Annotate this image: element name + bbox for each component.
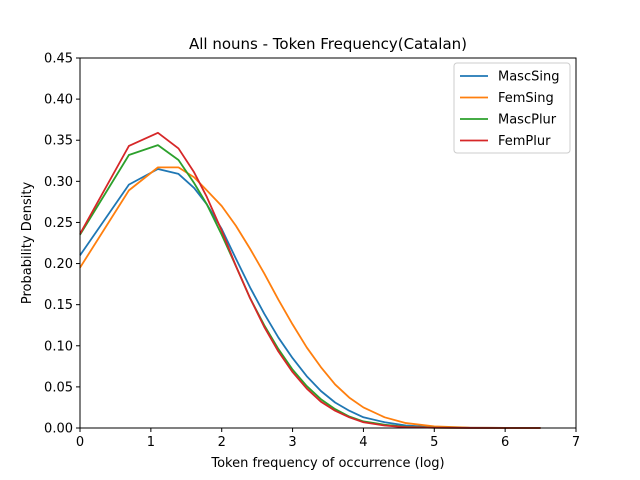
legend-label-mascplur: MascPlur <box>498 113 557 128</box>
y-tick-label: 0.00 <box>44 422 73 437</box>
x-axis-label: Token frequency of occurrence (log) <box>210 456 444 471</box>
x-tick-label: 7 <box>572 435 580 450</box>
legend-label-mascsing: MascSing <box>498 70 559 85</box>
y-tick-label: 0.10 <box>44 339 73 354</box>
series-line-mascsing <box>79 168 541 429</box>
x-tick-label: 6 <box>501 435 509 450</box>
x-tick-label: 5 <box>430 435 438 450</box>
plot-frame <box>79 57 577 429</box>
x-tick-label: 3 <box>288 435 296 450</box>
y-tick-label: 0.35 <box>44 134 73 149</box>
chart-title: All nouns - Token Frequency(Catalan) <box>189 35 467 53</box>
x-tick-label: 0 <box>76 435 84 450</box>
x-tick-label: 4 <box>359 435 367 450</box>
y-axis: 0.00 0.05 0.10 0.15 0.20 0.25 0.30 0.35 0.40 0.45 <box>44 52 80 437</box>
y-tick-label: 0.05 <box>44 380 73 395</box>
x-axis: 0 1 2 3 4 5 6 7 <box>76 428 580 450</box>
legend-label-femplur: FemPlur <box>498 134 551 149</box>
y-tick-label: 0.20 <box>44 257 73 272</box>
series-line-femplur <box>79 131 541 429</box>
y-axis-label: Probability Density <box>20 182 35 305</box>
legend-label-femsing: FemSing <box>498 91 554 106</box>
x-tick-label: 1 <box>147 435 155 450</box>
plot-area <box>79 131 541 429</box>
y-tick-label: 0.15 <box>44 298 73 313</box>
legend: MascSing FemSing MascPlur FemPlur <box>453 62 571 154</box>
y-tick-label: 0.40 <box>44 93 73 108</box>
y-tick-label: 0.45 <box>44 52 73 67</box>
y-tick-label: 0.25 <box>44 216 73 231</box>
y-tick-label: 0.30 <box>44 175 73 190</box>
x-tick-label: 2 <box>218 435 226 450</box>
legend-box <box>453 62 571 154</box>
